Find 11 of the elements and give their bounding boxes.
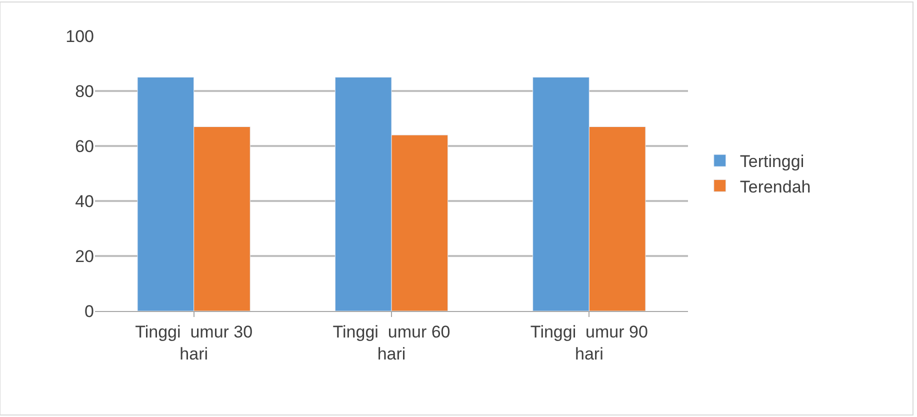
x-tick-label: Tinggi umur 90 hari xyxy=(530,322,648,364)
y-tick-label: 60 xyxy=(75,136,94,156)
y-tick-label: 40 xyxy=(75,192,94,211)
y-tick-label: 100 xyxy=(66,26,94,46)
legend-label: Tertinggi xyxy=(740,152,804,172)
legend-label: Terendah xyxy=(740,177,811,196)
x-tick-label: Tinggi umur 60 hari xyxy=(332,322,450,364)
x-tick-label: Tinggi umur 30 hari xyxy=(135,322,253,364)
y-tick-label: 0 xyxy=(84,302,94,321)
y-tick-label: 20 xyxy=(75,246,94,266)
y-tick-label: 80 xyxy=(75,82,94,101)
